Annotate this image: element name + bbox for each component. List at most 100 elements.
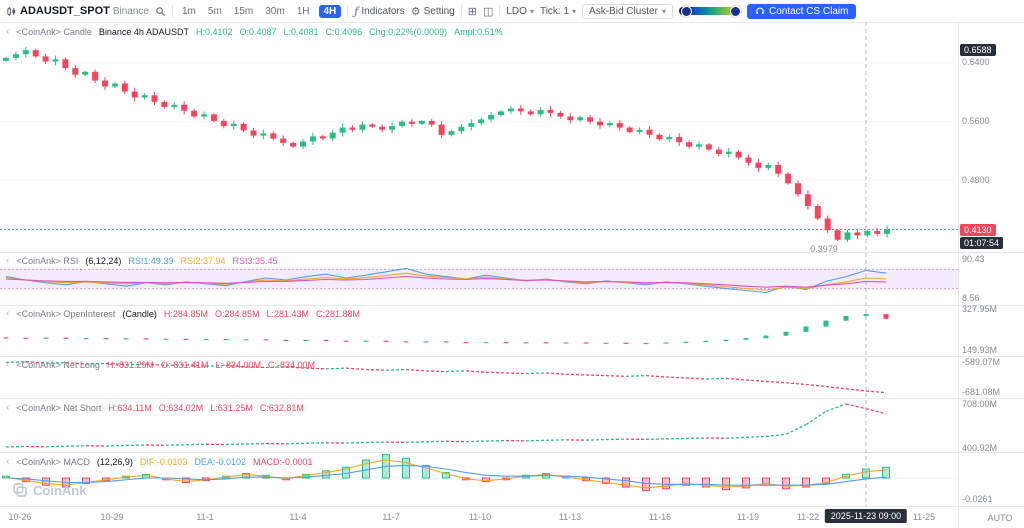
ldo-dropdown[interactable]: LDO ▾ [506, 6, 534, 17]
contact-cs-label: Contact CS Claim [768, 5, 849, 17]
heatmap-gradient-legend[interactable] [678, 6, 741, 17]
pane-collapse-icon[interactable]: ‹ [6, 359, 10, 370]
pane-collapse-icon[interactable]: ‹ [6, 402, 10, 413]
price-axis-label: 0.6588 [960, 44, 996, 56]
time-axis-label: 10-26 [8, 512, 32, 522]
legend-item: L:0.4081 [283, 26, 319, 37]
low-price-label: 0.3979 [810, 244, 838, 254]
timeframe-30m[interactable]: 30m [265, 5, 285, 17]
legend-item: Binance 4h ADAUSDT [98, 26, 189, 37]
watermark-label: CoinAnk [33, 482, 87, 498]
time-axis-label: 10-29 [100, 512, 124, 522]
time-axis-label: 11-25 [912, 512, 936, 522]
legend-item: RSI2:37.94 [180, 255, 226, 266]
legend-item: C:281.88M [316, 308, 361, 319]
legend-oi: ‹ <CoinAnk> OpenInterest (Candle) H:284.85M… [6, 308, 360, 319]
price-axis-label: 0.6400 [962, 57, 990, 67]
legend-item: <CoinAnk> Net Short [16, 402, 102, 413]
legend-item: L:-834.00M [215, 359, 261, 370]
toolbar-divider [460, 4, 462, 18]
time-axis-label: 11-22 [796, 512, 820, 522]
legend-item: L:631.25M [210, 402, 253, 413]
toolbar-divider [499, 4, 501, 18]
legend-item: H:0.4102 [195, 26, 233, 37]
chevron-down-icon: ▾ [661, 6, 666, 16]
legend-rsi: ‹ <CoinAnk> RSI (6,12,24) RSI1:49.39 RSI2:37… [6, 255, 278, 266]
legend-item: C:-834.00M [268, 359, 316, 370]
setting-label: Setting [423, 5, 455, 17]
legend-item: C:632.81M [259, 402, 304, 413]
legend-item: (Candle) [122, 308, 157, 319]
search-icon[interactable] [155, 6, 166, 17]
legend-item: DEA:-0.0102 [194, 456, 246, 467]
legend-item: O:634.02M [158, 402, 204, 413]
crosshair-time-badge: 2025-11-23 09:00 [824, 509, 908, 523]
legend-item: H:-831.29M [106, 359, 154, 370]
pane-collapse-icon[interactable]: ‹ [6, 308, 10, 319]
legend-item: MACD:-0.0001 [252, 456, 313, 467]
price-axis-label: 708.00M [962, 399, 998, 409]
time-axis-label: 11-7 [382, 512, 400, 522]
price-axis-label: 0.4130 [960, 224, 996, 236]
indicators-button[interactable]: ƒ Indicators [354, 5, 404, 18]
legend-netlong: ‹ <CoinAnk> Net Long H:-831.29M O:-831.41M L… [6, 359, 315, 370]
tick-label: Tick: 1 [539, 5, 570, 17]
timeframe-4h-active[interactable]: 4H [318, 4, 342, 18]
legend-item: RSI1:49.39 [128, 255, 174, 266]
candle-chart-icon [7, 6, 16, 16]
price-axis-label: -589.07M [962, 357, 1001, 367]
chevron-down-icon: ▾ [572, 6, 577, 16]
symbol-button[interactable]: ADAUSDT_SPOT Binance [6, 5, 149, 17]
auto-scale-label[interactable]: AUTO [987, 513, 1013, 523]
indicators-label: Indicators [361, 5, 405, 17]
time-axis-label: 11-4 [289, 512, 307, 522]
askbid-cluster-select[interactable]: Ask-Bid Cluster ▾ [582, 3, 673, 19]
pane-collapse-icon[interactable]: ‹ [6, 26, 10, 37]
coinank-logo-icon [13, 483, 27, 497]
timeframe-5m[interactable]: 5m [207, 5, 222, 17]
price-axis-label: 90.43 [962, 254, 985, 264]
split-layout-icon[interactable]: ◫ [482, 5, 494, 18]
tick-dropdown[interactable]: Tick: 1 ▾ [540, 6, 576, 17]
time-axis-label: 11-13 [558, 512, 582, 522]
legend-netshort: ‹ <CoinAnk> Net Short H:634.11M O:634.02M L:… [6, 402, 304, 413]
price-axis-label: 01:07:54 [960, 237, 1004, 249]
grid-layout-icon[interactable]: ⊞ [467, 5, 477, 18]
legend-item: (6,12,24) [85, 255, 122, 266]
legend-item: H:634.11M [108, 402, 152, 413]
pane-collapse-icon[interactable]: ‹ [6, 255, 10, 266]
cluster-label: Ask-Bid Cluster [589, 5, 658, 17]
legend-item: <CoinAnk> Net Long [16, 359, 100, 370]
legend-item: <CoinAnk> Candle [16, 26, 92, 37]
legend-item: <CoinAnk> MACD [16, 456, 90, 467]
gradient-knob[interactable] [680, 6, 692, 17]
price-axis-label: 0.5600 [962, 116, 990, 126]
gradient-knob[interactable] [729, 6, 741, 17]
legend-item: Ampl:0.51% [454, 26, 503, 37]
legend-item: DIF:-0.0103 [139, 456, 188, 467]
legend-item: O:-831.41M [160, 359, 209, 370]
exchange-name: Binance [112, 5, 149, 17]
price-axis-label: 400.92M [962, 443, 998, 453]
gear-icon: ⚙ [410, 5, 421, 18]
price-axis-label: 327.95M [962, 304, 998, 314]
toolbar-divider [347, 4, 349, 18]
legend-item: H:284.85M [163, 308, 208, 319]
timeframe-15m[interactable]: 15m [233, 5, 254, 17]
timeframe-1h[interactable]: 1H [296, 5, 310, 17]
time-axis-label: 11-1 [196, 512, 214, 522]
legend-item: <CoinAnk> RSI [16, 255, 79, 266]
legend-item: C:0.4096 [325, 26, 363, 37]
time-axis-label: 11-19 [736, 512, 760, 522]
contact-cs-button[interactable]: Contact CS Claim [746, 3, 857, 19]
legend-item: L:281.43M [266, 308, 310, 319]
setting-button[interactable]: ⚙ Setting [411, 5, 455, 18]
price-axis-label: 8.56 [962, 293, 980, 303]
legend-item: RSI3:35.45 [232, 255, 278, 266]
time-axis-label: 11-10 [468, 512, 492, 522]
timeframe-1m[interactable]: 1m [181, 5, 196, 17]
pane-collapse-icon[interactable]: ‹ [6, 456, 10, 467]
toolbar: ADAUSDT_SPOT Binance 1m 5m 15m 30m 1H 4H… [0, 0, 1024, 23]
